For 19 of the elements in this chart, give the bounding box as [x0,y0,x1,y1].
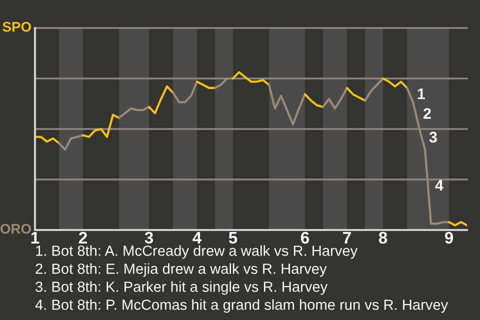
ref-line-label: SPO [2,22,31,32]
text: 2. Bot 8th: E. Mejia drew a walk vs R. Harvey [36,263,327,277]
annotation: 4 [435,180,444,191]
x-tick-label: 3 [144,232,154,244]
x-tick-label: 1 [31,232,40,244]
annotation: 2 [423,108,431,119]
text: 4. Bot 8th: P. McComas hit a grand slam home run vs R. Harvey [35,299,448,313]
x-tick-label: 2 [78,232,87,244]
x-tick-label: 5 [228,232,238,244]
x-tick-label: 9 [444,232,454,244]
text: 1. Bot 8th: A. McCready drew a walk vs R. Harvey [36,245,358,259]
x-tick-label: 4 [192,232,202,244]
x-tick-label: 6 [300,232,310,244]
y-axis-title: ORO [0,224,31,234]
x-tick-label: 8 [378,232,388,244]
annotation: 1 [418,88,426,100]
text: 3. Bot 8th: K. Parker hit a single vs R. Harvey [36,281,328,295]
x-tick-label: 7 [343,232,351,244]
annotation: 3 [429,132,437,143]
